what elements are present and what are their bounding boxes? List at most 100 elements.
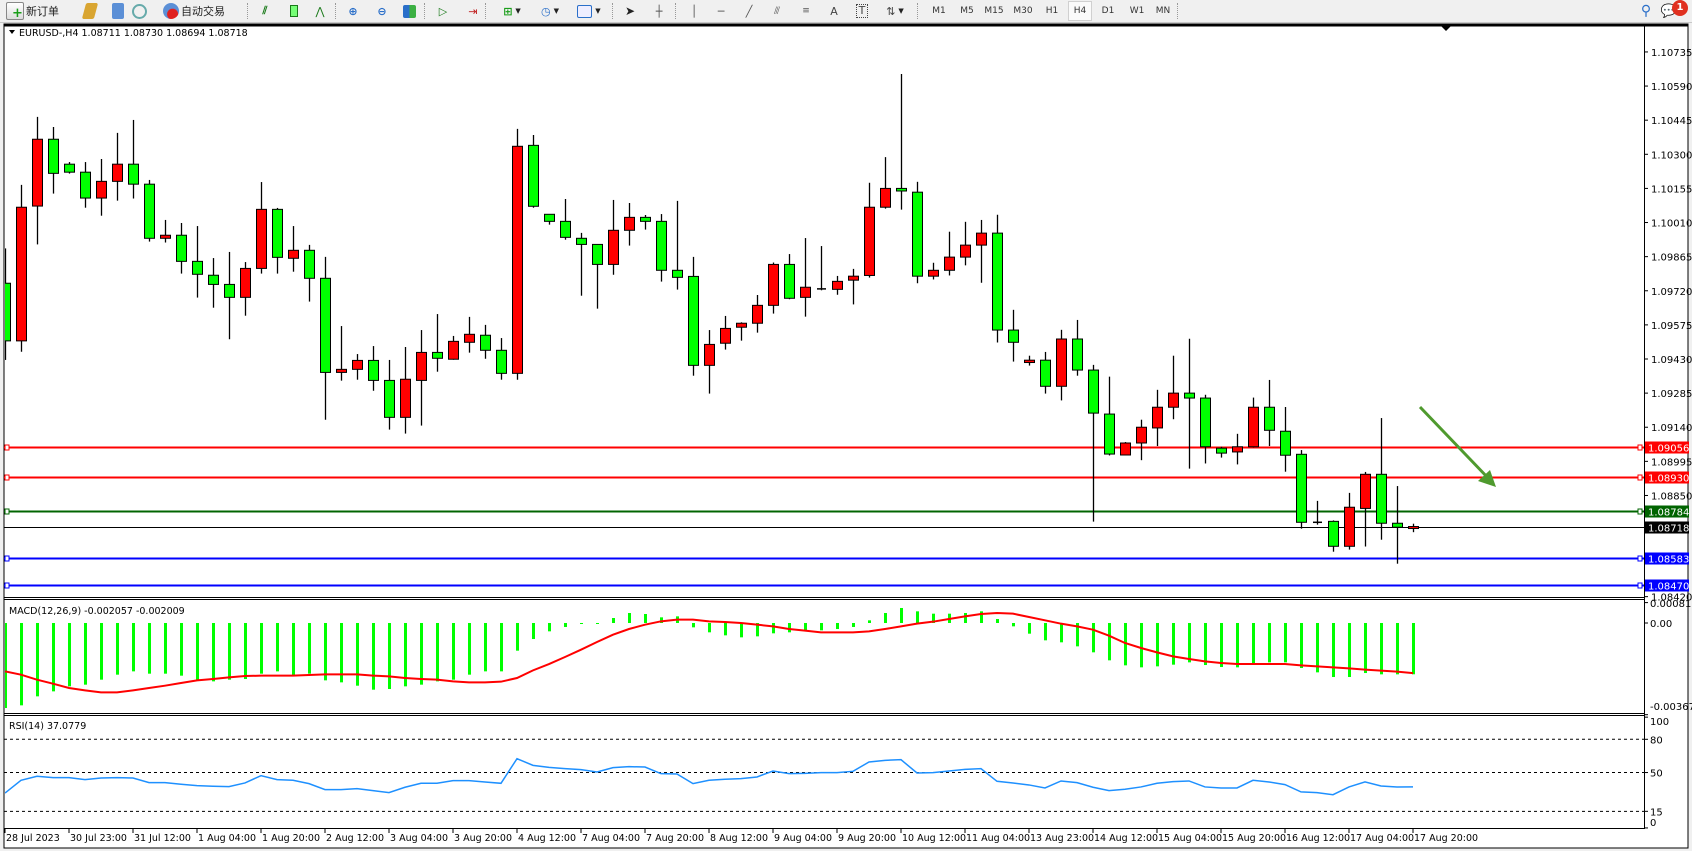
timeframe-m30[interactable]: M30: [1013, 6, 1033, 16]
timeframe-m15[interactable]: M15: [984, 6, 1004, 16]
time-axis-label: 17 Aug 04:00: [1350, 833, 1414, 844]
indicators-button[interactable]: ⊞ ▼: [497, 2, 527, 20]
candle-bearish: [544, 213, 555, 222]
macd-histogram-bar: [292, 623, 295, 677]
bar-chart-button[interactable]: ⫽: [256, 2, 274, 20]
candle-bearish: [1072, 338, 1083, 371]
candle-bearish: [1296, 453, 1307, 523]
new-order-button[interactable]: + 新订单: [6, 2, 59, 20]
vertical-line-icon: │: [690, 4, 698, 18]
macd-histogram-bar: [1300, 623, 1303, 669]
candle-bullish: [464, 333, 475, 343]
macd-histogram-bar: [388, 623, 391, 690]
macd-histogram-bar: [516, 623, 519, 651]
auto-trading-button[interactable]: 自动交易: [163, 2, 225, 20]
macd-histogram-bar: [1060, 623, 1063, 643]
time-axis-label: 31 Jul 12:00: [134, 833, 191, 844]
macd-histogram-bar: [788, 623, 791, 633]
candle-bearish: [432, 351, 443, 359]
macd-histogram-bar: [132, 623, 135, 672]
candle-bullish: [976, 232, 987, 246]
candle-bullish: [928, 269, 939, 277]
candle-bearish: [80, 171, 91, 199]
zoom-in-button[interactable]: ⊕: [344, 2, 362, 20]
macd-histogram-bar: [1316, 623, 1319, 673]
periods-button[interactable]: ◷ ▼: [535, 2, 565, 20]
line-handle-left: [4, 582, 10, 589]
price-axis-label: 1.09575: [1651, 321, 1692, 332]
time-axis-label: 9 Aug 20:00: [838, 833, 896, 844]
candlestick-button[interactable]: [285, 2, 303, 20]
candle-bearish: [272, 208, 283, 258]
macd-histogram-bar: [52, 623, 55, 692]
macd-histogram-bar: [1076, 623, 1079, 647]
price-axis-label: 1.09720: [1651, 287, 1692, 298]
macd-histogram-bar: [468, 623, 471, 675]
search-button[interactable]: ⚲: [1637, 2, 1655, 20]
signals-button[interactable]: [130, 2, 148, 20]
candle-bearish: [656, 220, 667, 271]
price-tag-box: [1645, 552, 1689, 565]
macd-histogram-bar: [996, 619, 999, 623]
timeframe-h1[interactable]: H1: [1045, 6, 1059, 16]
timeframe-h4[interactable]: H4: [1068, 1, 1092, 21]
macd-histogram-bar: [1348, 623, 1351, 678]
market-watch-button[interactable]: [109, 2, 127, 20]
templates-button[interactable]: ▼: [574, 2, 604, 20]
macd-histogram-bar: [5, 623, 7, 709]
rsi-label: RSI(14) 37.0779: [9, 721, 86, 732]
macd-histogram-bar: [244, 623, 247, 680]
line-chart-button[interactable]: ⋀: [311, 2, 329, 20]
time-axis-label: 3 Aug 04:00: [390, 833, 448, 844]
cursor-button[interactable]: ➤: [621, 2, 639, 20]
candle-bearish: [304, 249, 315, 279]
fibo-fan-button[interactable]: ≡: [797, 2, 815, 20]
horizontal-line-button[interactable]: ─: [712, 2, 730, 20]
text-button[interactable]: A: [826, 2, 842, 20]
macd-histogram-bar: [100, 623, 103, 680]
candle-bearish: [1392, 522, 1403, 528]
candle-bullish: [832, 280, 843, 290]
macd-histogram-bar: [644, 613, 647, 623]
time-axis-label: 28 Jul 2023: [6, 833, 60, 844]
fibonacci-button[interactable]: ⫻: [768, 2, 786, 20]
chevron-down-icon: ▼: [553, 7, 559, 15]
price-tag-1.08470: 1.08470: [1648, 582, 1689, 593]
zoom-out-button[interactable]: ⊖: [373, 2, 391, 20]
vertical-line-button[interactable]: │: [686, 2, 702, 20]
macd-histogram-bar: [116, 623, 119, 675]
timeframe-w1[interactable]: W1: [1129, 6, 1145, 16]
tile-windows-button[interactable]: [400, 2, 418, 20]
candle-bullish: [512, 145, 523, 374]
time-axis-label: 17 Aug 20:00: [1414, 833, 1478, 844]
crosshair-button[interactable]: ┼: [650, 2, 668, 20]
text-label-button[interactable]: T: [853, 2, 871, 20]
time-axis-label: 8 Aug 12:00: [710, 833, 768, 844]
macd-histogram-bar: [1284, 623, 1287, 663]
timeframe-d1[interactable]: D1: [1101, 6, 1115, 16]
macd-histogram-bar: [1140, 623, 1143, 668]
candle-bearish: [192, 260, 203, 275]
templates-icon: [577, 4, 593, 18]
line-chart-icon: ⋀: [315, 4, 325, 18]
timeframe-m1[interactable]: M1: [932, 6, 946, 16]
time-axis-label: 11 Aug 04:00: [966, 833, 1030, 844]
time-axis-label: 13 Aug 23:00: [1030, 833, 1094, 844]
periods-icon: ◷: [541, 4, 551, 18]
macd-histogram-bar: [324, 623, 327, 681]
trendline-button[interactable]: ╱: [740, 2, 758, 20]
macd-histogram-bar: [1220, 623, 1223, 668]
timeframe-mn[interactable]: MN: [1155, 6, 1171, 16]
time-axis-label: 30 Jul 23:00: [70, 833, 127, 844]
trend-arrow-shaft: [1418, 405, 1492, 482]
candle-bullish: [96, 180, 107, 199]
timeframe-m5[interactable]: M5: [960, 6, 974, 16]
macd-histogram-bar: [1188, 623, 1191, 663]
macd-histogram-bar: [772, 623, 775, 634]
autoscroll-button[interactable]: ⇥: [464, 2, 482, 20]
arrows-button[interactable]: ⇅ ▼: [880, 2, 910, 20]
chart-shift-button[interactable]: ▷: [434, 2, 452, 20]
candle-bearish: [1008, 329, 1019, 343]
line-handle-left: [4, 555, 10, 562]
